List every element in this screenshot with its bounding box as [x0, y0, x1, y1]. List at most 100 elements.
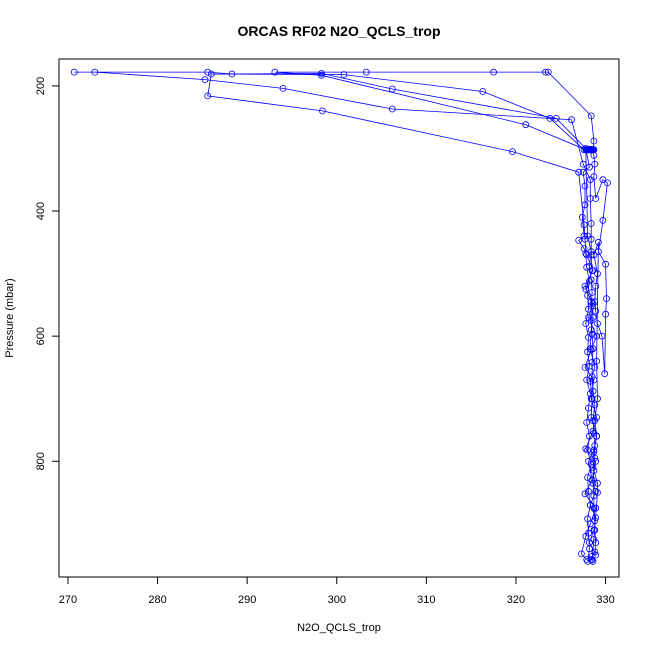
data-point: [587, 346, 595, 354]
data-point: [583, 376, 591, 384]
data-point: [602, 310, 609, 318]
data-point: [578, 550, 585, 558]
data-point: [590, 467, 598, 475]
data-point: [584, 474, 591, 481]
data-point: [583, 419, 591, 426]
x-tick-label: 300: [328, 594, 346, 606]
data-point: [594, 270, 601, 278]
data-point: [340, 71, 348, 78]
data-point: [593, 357, 600, 365]
data-point: [279, 85, 287, 92]
y-tick-label: 400: [35, 202, 47, 220]
data-point: [599, 176, 607, 184]
data-point: [591, 442, 599, 450]
data-point: [581, 363, 589, 371]
data-point: [584, 558, 591, 565]
data-point: [586, 501, 594, 509]
data-point: [595, 248, 602, 256]
data-point: [362, 68, 370, 76]
data-point: [318, 71, 325, 79]
x-tick-label: 290: [238, 594, 256, 606]
data-point: [584, 515, 591, 523]
data-point: [587, 112, 595, 120]
x-tick-label: 270: [59, 594, 77, 606]
x-tick-label: 320: [507, 594, 525, 606]
data-point: [598, 332, 606, 340]
series-1: [70, 68, 600, 565]
data-point: [594, 489, 601, 496]
data-point: [586, 195, 594, 202]
data-point: [587, 317, 595, 324]
data-point: [590, 448, 598, 456]
data-point: [589, 479, 597, 487]
chart-title: ORCAS RF02 N2O_QCLS_trop: [237, 23, 440, 39]
series-line: [274, 71, 608, 561]
data-point: [586, 545, 593, 553]
data-point: [591, 526, 599, 534]
data-point: [204, 68, 212, 76]
data-point: [591, 417, 599, 425]
data-point: [595, 238, 602, 246]
data-point: [583, 251, 591, 259]
data-point: [587, 460, 595, 468]
data-point: [490, 68, 498, 76]
data-point: [585, 404, 592, 412]
data-point: [594, 479, 601, 487]
data-point: [585, 333, 592, 341]
series-line: [207, 73, 594, 562]
data-point: [580, 245, 588, 253]
data-point: [388, 105, 396, 113]
data-point: [591, 298, 599, 306]
series-2: [271, 68, 611, 564]
data-point: [599, 216, 607, 224]
data-point: [544, 68, 552, 76]
data-point: [589, 345, 597, 353]
data-point: [584, 146, 591, 154]
data-point: [581, 182, 589, 190]
data-point: [603, 295, 610, 303]
data-point: [91, 68, 99, 76]
data-point: [578, 213, 586, 221]
data-point: [582, 285, 590, 293]
data-point: [581, 282, 589, 290]
y-tick-label: 200: [35, 77, 47, 95]
data-point: [580, 221, 588, 229]
data-point: [70, 68, 78, 76]
series-line: [74, 71, 598, 562]
x-tick-label: 330: [596, 594, 614, 606]
data-point: [592, 307, 600, 315]
data-point: [586, 146, 593, 154]
data-point: [586, 432, 593, 440]
data-point: [388, 85, 396, 93]
data-point: [594, 395, 601, 403]
x-axis: 270 280 290 300 310 320 330: [59, 576, 615, 606]
data-point: [271, 68, 279, 76]
data-point: [602, 260, 609, 268]
data-point: [583, 263, 591, 271]
data-point: [522, 121, 530, 129]
x-tick-label: 280: [148, 594, 166, 606]
data-point: [592, 282, 600, 290]
y-tick-label: 800: [35, 452, 47, 470]
data-point: [588, 373, 596, 381]
data-point: [582, 445, 590, 453]
data-point: [587, 220, 595, 227]
data-point: [207, 70, 215, 78]
data-point: [586, 277, 593, 285]
data-point: [590, 536, 598, 543]
data-point: [588, 288, 596, 296]
data-point: [575, 168, 583, 176]
data-point: [318, 107, 326, 115]
data-point: [582, 250, 590, 258]
data-point: [586, 390, 594, 398]
series-layer: [70, 68, 611, 565]
data-point: [479, 88, 487, 95]
data-point: [584, 292, 591, 299]
data-point: [587, 326, 595, 334]
data-point: [542, 68, 549, 76]
data-point: [589, 558, 597, 565]
data-point: [586, 362, 593, 370]
data-point: [592, 195, 600, 202]
data-point: [588, 556, 596, 564]
